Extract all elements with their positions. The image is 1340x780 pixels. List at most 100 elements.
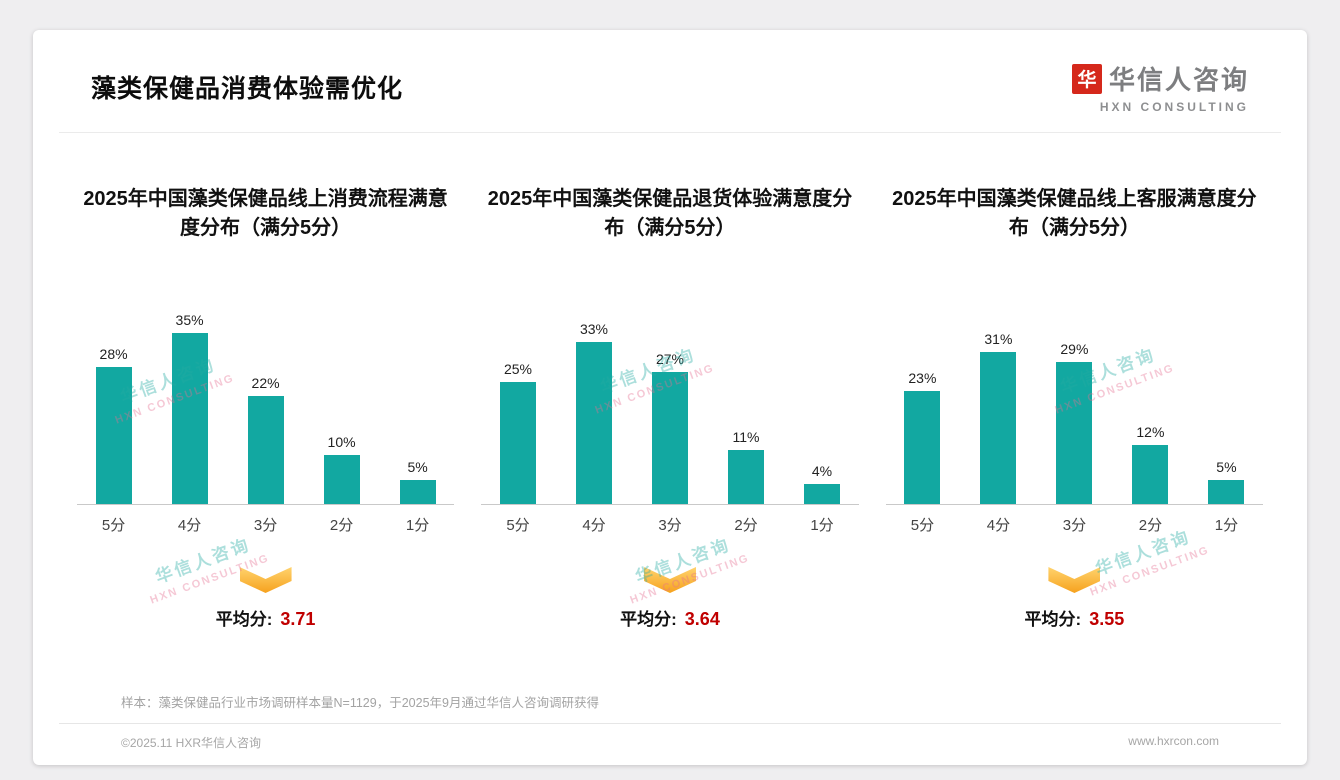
x-axis-label: 5分 [910,517,935,534]
copyright-text: ©2025.11 HXR华信人咨询 [121,736,261,750]
bar [1132,445,1169,504]
bar [980,352,1017,504]
logo-icon: 华 [1071,63,1102,94]
x-axis-label: 3分 [658,517,682,534]
bar-value-label: 23% [908,370,937,387]
chart-column: 2025年中国藻类保健品线上消费流程满意度分布（满分5分） 28% 35% 22% 1… [77,185,455,630]
bar-group: 10% [323,434,360,504]
bar [171,332,208,504]
logo-subtitle: HXN CONSULTING [1099,100,1249,114]
average-value: 3.64 [684,609,720,629]
x-axis-label: 2分 [1138,517,1163,534]
down-arrow-icon [239,567,292,593]
bar [399,479,436,504]
average-label: 平均分: [620,610,677,629]
x-axis-label: 2分 [734,517,758,534]
bar-group: 29% [1056,340,1093,504]
x-axis-label: 4分 [177,517,202,534]
bar-plot: 23% 31% 29% 12% 5% 5分 4分 3分 2分 1分 [885,307,1263,535]
chart-column: 2025年中国藻类保健品线上客服满意度分布（满分5分） 23% 31% 29% 12%… [885,185,1263,630]
website-link[interactable]: www.hxrcon.com [1128,734,1219,748]
bar-group: 12% [1132,424,1169,504]
x-axis-label: 1分 [1214,517,1239,534]
bar-value-label: 4% [811,463,833,480]
average-value: 3.71 [280,609,316,629]
bar-group: 4% [803,463,840,504]
bar [727,450,764,504]
x-axis-label: 5分 [101,517,126,534]
logo-name: 华信人咨询 [1108,65,1249,95]
bar-group: 11% [727,429,764,504]
bar-value-label: 5% [1216,458,1237,475]
x-axis-label: 1分 [810,517,834,534]
bars-area: 25% 33% 27% 11% 4% [481,307,859,505]
footer-divider [59,723,1281,724]
x-axis-label: 1分 [405,517,430,534]
average-label: 平均分: [215,610,273,629]
bar-group: 23% [904,370,941,504]
chart-title: 2025年中国藻类保健品退货体验满意度分布（满分5分） [487,188,853,239]
bar-group: 35% [171,311,208,504]
bar-group: 5% [399,458,436,504]
bar-plot: 28% 35% 22% 10% 5% 5分 4分 3分 2分 1分 [77,307,455,535]
bar [575,342,612,504]
bar-value-label: 28% [99,345,128,362]
down-arrow-icon [1048,567,1101,593]
bars-area: 23% 31% 29% 12% 5% [885,307,1263,505]
chart-column: 2025年中国藻类保健品退货体验满意度分布（满分5分） 25% 33% 27% 11%… [481,185,859,630]
bar-group: 22% [247,375,284,504]
bar [247,396,284,504]
bar-value-label: 31% [984,331,1013,348]
slide-header: 藻类保健品消费体验需优化 华 华信人咨询 HXN CONSULTING [59,30,1281,133]
x-axis-label: 3分 [253,517,278,534]
bar-value-label: 5% [407,458,428,475]
bar-value-label: 10% [327,434,356,450]
charts-row: 2025年中国藻类保健品线上消费流程满意度分布（满分5分） 28% 35% 22% 1… [33,185,1307,630]
chart-title: 2025年中国藻类保健品线上消费流程满意度分布（满分5分） [83,188,448,239]
company-logo: 华 华信人咨询 HXN CONSULTING [1071,60,1249,114]
slide-card: 藻类保健品消费体验需优化 华 华信人咨询 HXN CONSULTING 2025… [33,30,1307,765]
bar [499,381,536,504]
page-title: 藻类保健品消费体验需优化 [91,75,404,103]
x-axis-label: 2分 [329,517,354,534]
x-axis-labels: 5分 4分 3分 2分 1分 [886,505,1263,535]
x-axis-label: 4分 [986,517,1011,534]
bar-value-label: 12% [1136,424,1165,441]
bar-value-label: 25% [503,360,532,377]
average-score: 平均分: 3.64 [620,605,720,630]
bars-area: 28% 35% 22% 10% 5% [77,307,455,505]
x-axis-labels: 5分 4分 3分 2分 1分 [77,505,454,535]
bar-group: 33% [575,321,612,504]
chart-title: 2025年中国藻类保健品线上客服满意度分布（满分5分） [892,188,1257,239]
bar [323,455,360,504]
average-value: 3.55 [1089,609,1125,629]
bar [904,391,941,504]
x-axis-label: 3分 [1062,517,1087,534]
bar-value-label: 35% [175,311,204,328]
average-score: 平均分: 3.55 [1025,605,1125,630]
bar-group: 27% [651,350,688,504]
bar-group: 5% [1208,458,1245,504]
bar-value-label: 11% [732,429,760,446]
bar-group: 31% [980,331,1017,504]
x-axis-label: 5分 [506,517,530,534]
sample-footnote: 样本：藻类保健品行业市场调研样本量N=1129，于2025年9月通过华信人咨询调… [121,696,599,710]
bar [651,371,688,504]
bar-group: 25% [499,360,536,504]
down-arrow-icon [643,567,696,593]
bar-value-label: 29% [1060,340,1089,357]
average-label: 平均分: [1024,610,1082,629]
slide-footer: 样本：藻类保健品行业市场调研样本量N=1129，于2025年9月通过华信人咨询调… [33,692,1307,751]
bar-group: 28% [95,345,132,504]
bar [803,484,840,504]
x-axis-labels: 5分 4分 3分 2分 1分 [481,505,858,535]
x-axis-label: 4分 [582,517,606,534]
bar [1208,479,1245,504]
bar-value-label: 27% [655,350,684,367]
bar [1056,361,1093,504]
average-score: 平均分: 3.71 [216,605,316,630]
bar [95,366,132,504]
bar-plot: 25% 33% 27% 11% 4% 5分 4分 3分 2分 1分 [481,307,859,535]
bar-value-label: 33% [579,321,608,338]
bar-value-label: 22% [251,375,280,392]
